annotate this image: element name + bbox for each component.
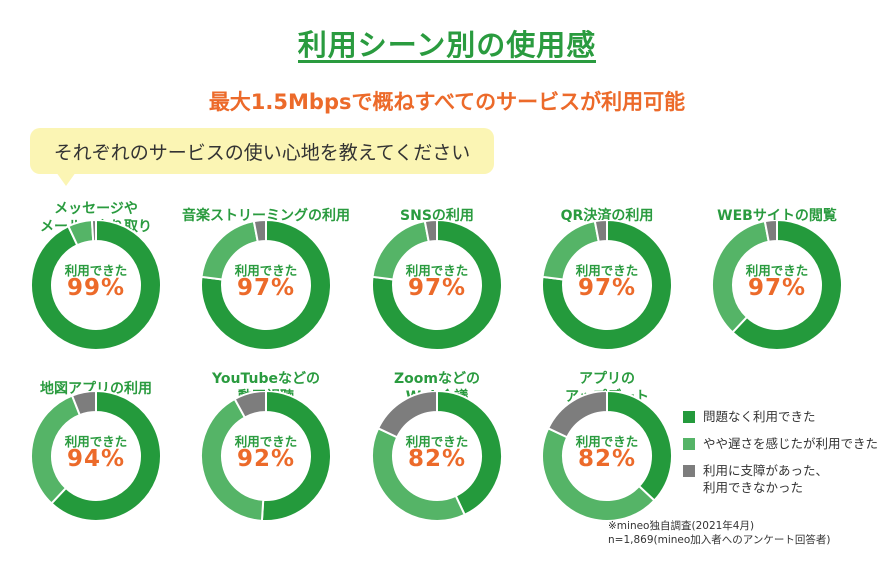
donut-segment-meeting-problem (376, 391, 438, 439)
donut-center-label: 利用できた (405, 263, 469, 278)
donut-qr: 利用できた 97% (542, 220, 672, 350)
donut-svg-music (201, 220, 331, 350)
donut-svg-web (712, 220, 842, 350)
donut-update: 利用できた 82% (542, 391, 672, 521)
legend-label-no-problem: 問題なく利用できた (703, 409, 816, 424)
legend-label-problem: 利用に支障があった、 利用できなかった (703, 463, 829, 495)
legend-swatch-problem (683, 465, 695, 477)
donut-segment-video-problem (233, 391, 267, 419)
donut-svg-messages (31, 220, 161, 350)
chart-title-map: 地図アプリの利用 (40, 381, 152, 397)
donut-svg-sns (372, 220, 502, 350)
donut-segment-web-problem (763, 220, 778, 243)
donut-segment-sns-no-problem (372, 220, 502, 350)
legend-label-slightly-slow: やや遅さを感じたが利用できた (703, 436, 879, 451)
donut-value-map: 94% (66, 446, 126, 472)
donut-segment-messages-no-problem (31, 220, 161, 350)
question-bubble: それぞれのサービスの使い心地を教えてください (30, 128, 494, 174)
survey-note: ※mineo独自調査(2021年4月) (608, 520, 755, 532)
donut-svg-map (31, 391, 161, 521)
donut-segment-update-slightly-slow (542, 426, 656, 521)
donut-center-label: 利用できた (575, 434, 639, 449)
page-subtitle: 最大1.5Mbpsで概ねすべてのサービスが利用可能 (208, 90, 686, 114)
donut-segment-messages-problem (90, 220, 97, 243)
donut-svg-meeting (372, 391, 502, 521)
donut-segment-update-problem (546, 391, 608, 439)
donut-segment-web-no-problem (731, 220, 842, 350)
donut-center-label: 利用できた (64, 434, 128, 449)
donut-center-label: 利用できた (745, 263, 809, 278)
legend-swatch-no-problem (683, 411, 695, 423)
donut-center-label: 利用できた (575, 263, 639, 278)
donut-center-label: 利用できた (405, 434, 469, 449)
sample-size-note: n=1,869(mineo加入者へのアンケート回答者) (608, 534, 831, 546)
donut-center-label: 利用できた (234, 263, 298, 278)
donut-meeting: 利用できた 82% (372, 391, 502, 521)
donut-value-update: 82% (577, 446, 637, 472)
legend-item-no-problem: 問題なく利用できた (683, 408, 888, 425)
donut-center-label: 利用できた (64, 263, 128, 278)
donut-segment-map-problem (70, 391, 97, 417)
donut-value-music: 97% (236, 275, 296, 301)
donut-svg-qr (542, 220, 672, 350)
donut-map: 利用できた 94% (31, 391, 161, 521)
chart-title-sns: SNSの利用 (400, 208, 474, 224)
donut-sns: 利用できた 97% (372, 220, 502, 350)
donut-segment-map-no-problem (50, 391, 161, 521)
donut-value-web: 97% (747, 275, 807, 301)
donut-value-sns: 97% (407, 275, 467, 301)
chart-title-qr: QR決済の利用 (560, 208, 654, 224)
donut-music: 利用できた 97% (201, 220, 331, 350)
legend-item-problem: 利用に支障があった、 利用できなかった (683, 462, 888, 496)
chart-title-music: 音楽ストリーミングの利用 (182, 208, 350, 224)
donut-svg-video (201, 391, 331, 521)
donut-value-video: 92% (236, 446, 296, 472)
donut-value-meeting: 82% (407, 446, 467, 472)
title-underline (298, 60, 596, 63)
donut-video: 利用できた 92% (201, 391, 331, 521)
donut-value-qr: 97% (577, 275, 637, 301)
donut-svg-update (542, 391, 672, 521)
donut-segment-music-no-problem (201, 220, 331, 350)
donut-value-messages: 99% (66, 275, 126, 301)
legend-item-slightly-slow: やや遅さを感じたが利用できた (683, 435, 888, 452)
donut-segment-qr-problem (593, 220, 608, 243)
legend: 問題なく利用できた やや遅さを感じたが利用できた 利用に支障があった、 利用でき… (683, 408, 888, 506)
legend-swatch-slightly-slow (683, 438, 695, 450)
chart-title-web: WEBサイトの閲覧 (717, 208, 837, 224)
donut-center-label: 利用できた (234, 434, 298, 449)
page-title: 利用シーン別の使用感 (297, 28, 597, 62)
donut-messages: 利用できた 99% (31, 220, 161, 350)
donut-segment-sns-problem (423, 220, 438, 243)
donut-web: 利用できた 97% (712, 220, 842, 350)
donut-segment-meeting-no-problem (436, 391, 502, 517)
donut-segment-qr-no-problem (542, 220, 672, 350)
question-bubble-tail (56, 172, 76, 186)
donut-segment-video-no-problem (260, 391, 331, 521)
donut-segment-music-problem (252, 220, 267, 243)
question-text: それぞれのサービスの使い心地を教えてください (53, 141, 471, 164)
